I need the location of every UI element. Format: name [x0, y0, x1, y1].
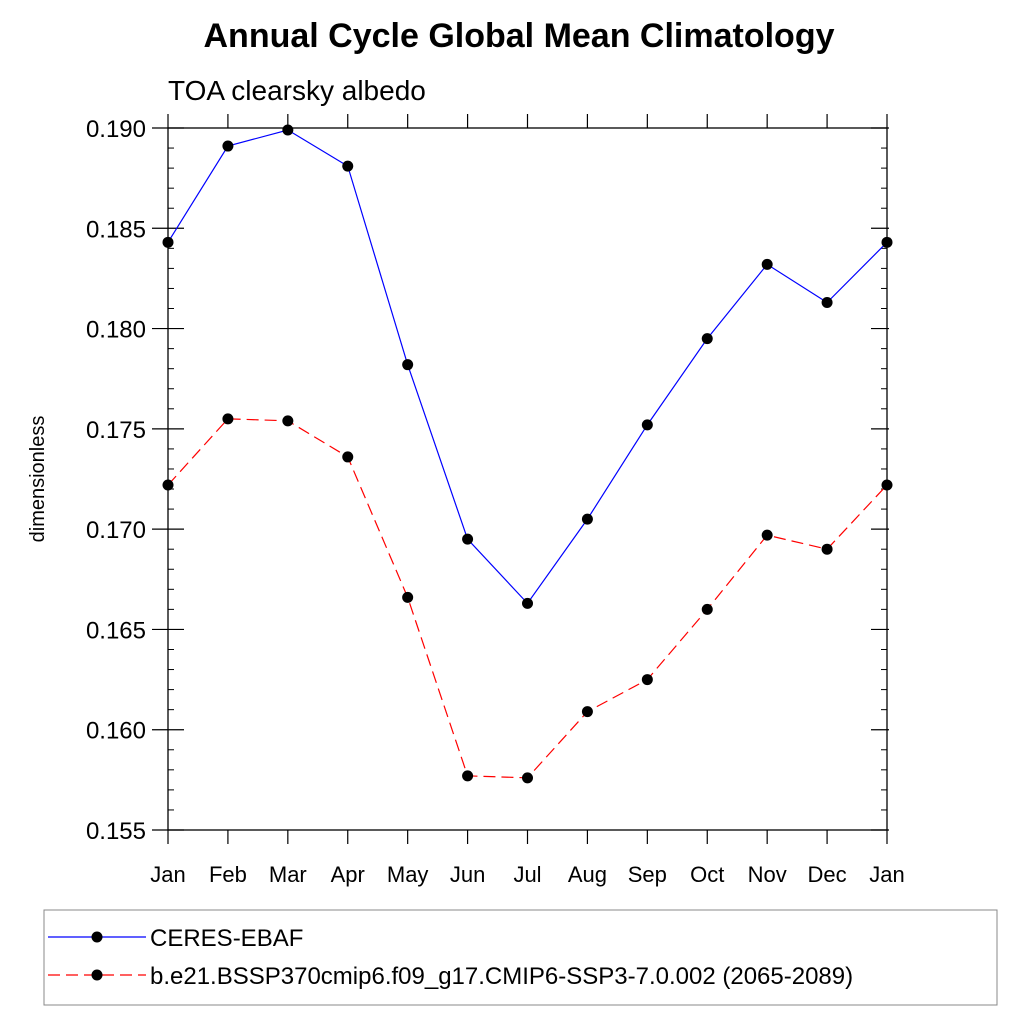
- y-tick-label: 0.175: [86, 417, 146, 444]
- series-0-point: [222, 140, 234, 152]
- series-0-point: [402, 359, 414, 371]
- x-tick-label: Feb: [209, 862, 247, 887]
- x-tick-label: Aug: [568, 862, 607, 887]
- y-tick-label: 0.170: [86, 517, 146, 544]
- series-0-point: [162, 236, 174, 248]
- legend-box: [43, 909, 998, 1006]
- series-1-point: [821, 543, 833, 555]
- legend-label-0: CERES-EBAF: [150, 925, 303, 952]
- series-0-point: [581, 513, 593, 525]
- series-1-point: [162, 479, 174, 491]
- x-tick-label: Jun: [450, 862, 485, 887]
- series-0-point: [522, 597, 533, 609]
- series-0-point: [282, 124, 294, 136]
- y-axis-ticks: 0.155 0.160 0.165 0.170 0.175 0.180 0.185 0.190: [86, 116, 889, 845]
- series-line-0: [167, 129, 888, 605]
- x-tick-label: May: [387, 862, 429, 887]
- series-1-point: [881, 479, 893, 491]
- y-tick-label: 0.180: [86, 317, 146, 344]
- series-1-point: [522, 772, 533, 784]
- series-1-point: [342, 451, 354, 463]
- y-tick-label: 0.160: [86, 718, 146, 745]
- chart-subtitle: TOA clearsky albedo: [168, 75, 426, 106]
- series-1-point: [761, 529, 773, 541]
- series-0-point: [462, 533, 474, 545]
- series-1-point: [282, 415, 294, 427]
- series-layer: [162, 124, 893, 784]
- series-0-point: [761, 258, 773, 270]
- x-tick-label: Mar: [269, 862, 307, 887]
- series-1-point: [402, 591, 414, 603]
- y-tick-label: 0.190: [86, 116, 146, 143]
- plot-area: 0.155 0.160 0.165 0.170 0.175 0.180 0.185 0.190…: [86, 114, 905, 887]
- y-tick-label: 0.185: [86, 216, 146, 243]
- x-axis-ticks: Jan Feb Mar Apr May Jun Jul Aug Sep Oct Nov Dec Jan: [150, 114, 905, 887]
- series-1-point: [581, 706, 593, 718]
- x-tick-label: Jan: [869, 862, 904, 887]
- series-0-point: [881, 236, 893, 248]
- series-0-point: [641, 419, 653, 431]
- x-tick-label: Jan: [150, 862, 185, 887]
- x-tick-label: Nov: [748, 862, 787, 887]
- y-tick-label: 0.155: [86, 818, 146, 845]
- series-0-point: [701, 333, 713, 345]
- legend-marker-1: [91, 969, 103, 981]
- plot-frame: [167, 127, 888, 831]
- legend: CERES-EBAF b.e21.BSSP370cmip6.f09_g17.CMI…: [43, 909, 998, 1006]
- legend-label-1: b.e21.BSSP370cmip6.f09_g17.CMIP6-SSP3-7.…: [150, 963, 853, 990]
- legend-entries: CERES-EBAF b.e21.BSSP370cmip6.f09_g17.CMI…: [48, 925, 853, 990]
- x-tick-label: Oct: [690, 862, 724, 887]
- x-tick-label: Jul: [513, 862, 541, 887]
- series-0-point: [342, 160, 354, 172]
- x-tick-label: Dec: [808, 862, 847, 887]
- x-tick-label: Sep: [628, 862, 667, 887]
- y-tick-label: 0.165: [86, 617, 146, 644]
- legend-marker-0: [91, 931, 103, 943]
- y-axis-label: dimensionless: [27, 416, 49, 543]
- minor-ticks: [168, 147, 887, 811]
- series-0-point: [821, 296, 833, 308]
- series-1-point: [641, 674, 653, 686]
- series-1-point: [222, 413, 234, 425]
- chart-title: Annual Cycle Global Mean Climatology: [204, 17, 835, 55]
- series-1-point: [701, 603, 713, 615]
- x-tick-label: Apr: [331, 862, 365, 887]
- series-1-point: [462, 770, 474, 782]
